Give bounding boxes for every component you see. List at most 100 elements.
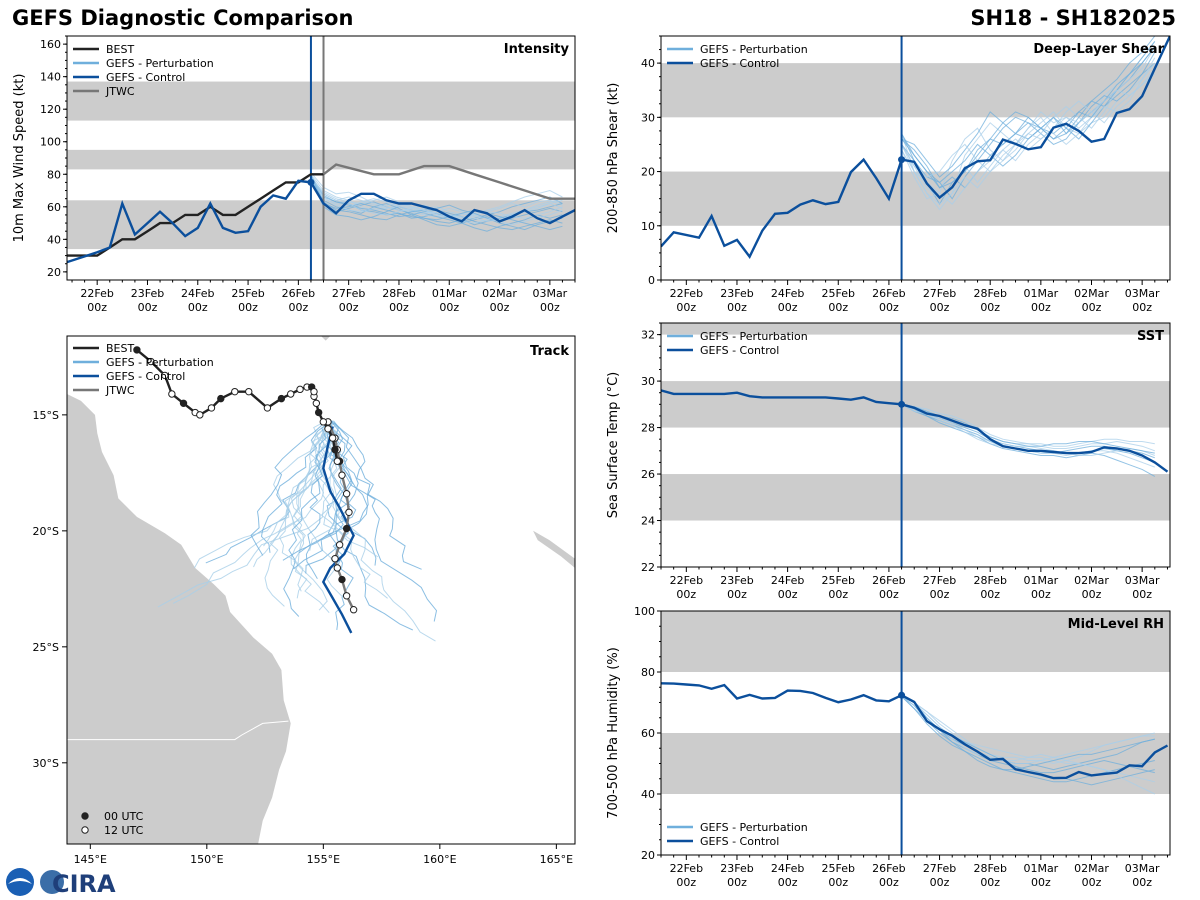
intensity-ytick-label: 140 — [40, 71, 61, 84]
sst-perturbation-line — [901, 403, 1155, 447]
rh-xtick-date: 24Feb — [771, 862, 804, 875]
new-caledonia-landmass — [533, 530, 575, 568]
sst-xtick-date: 02Mar — [1074, 574, 1109, 587]
track-best-point — [133, 346, 141, 354]
track-best-point — [147, 357, 155, 366]
track-best-point — [287, 390, 295, 398]
track-legend-label: BEST — [106, 342, 134, 355]
sst-xtick-hour: 00z — [1031, 588, 1051, 601]
intensity-xtick-date: 22Feb — [80, 287, 113, 300]
rh-xtick-date: 03Mar — [1125, 862, 1160, 875]
track-jtwc-point — [331, 554, 339, 563]
sst-xtick-hour: 00z — [778, 588, 798, 601]
sst-init-point — [898, 400, 906, 408]
state-border — [67, 720, 289, 741]
rh-xtick-hour: 00z — [1031, 876, 1051, 889]
intensity-perturbation-line — [310, 177, 563, 232]
track-lat-label: 15°S — [33, 409, 59, 422]
track-best-point — [217, 394, 225, 403]
intensity-perturbation-line — [310, 180, 563, 227]
track-best-point — [263, 404, 272, 412]
storm-id: SH18 - SH182025 — [970, 6, 1176, 30]
rh-legend-label: GEFS - Control — [700, 835, 779, 848]
sst-xtick-hour: 00z — [676, 588, 696, 601]
sst-panel: 22242628303222Feb00z23Feb00z24Feb00z25Fe… — [606, 322, 1171, 601]
shear-xtick-hour: 00z — [879, 301, 899, 314]
track-jtwc-point — [342, 524, 351, 533]
track-axes-frame — [66, 335, 576, 845]
rh-ytick-label: 80 — [641, 666, 655, 679]
track-lon-label: 150°E — [190, 853, 223, 866]
intensity-init-point — [307, 178, 315, 186]
intensity-perturbation-line — [310, 174, 563, 231]
sst-ytick-label: 26 — [641, 468, 655, 481]
shear-xtick-date: 24Feb — [771, 287, 804, 300]
shear-panel-title: Deep-Layer Shear — [1033, 42, 1164, 57]
intensity-band — [67, 149, 575, 170]
track-perturbation-line — [328, 420, 414, 631]
intensity-jtwc-line — [322, 163, 575, 200]
rh-xtick-hour: 00z — [727, 876, 747, 889]
intensity-xtick-date: 25Feb — [231, 287, 264, 300]
png-landmass — [321, 336, 331, 341]
intensity-xtick-hour: 00z — [540, 301, 560, 314]
shear-xtick-hour: 00z — [778, 301, 798, 314]
shear-perturbation-line — [901, 62, 1156, 205]
track-best-point — [331, 445, 339, 454]
rh-perturbation-line — [901, 696, 1155, 783]
sst-perturbation-line — [901, 403, 1156, 477]
track-jtwc-point — [342, 490, 351, 498]
track-control-line — [321, 426, 355, 634]
sst-band — [661, 381, 1170, 428]
intensity-ytick-label: 120 — [40, 103, 61, 116]
shear-ytick-label: 0 — [648, 274, 655, 287]
intensity-legend-label: BEST — [106, 43, 134, 56]
track-perturbation-line — [330, 420, 438, 622]
track-perturbation-line — [157, 420, 333, 608]
track-jtwc-point — [338, 575, 346, 584]
cira-logo: CIRA — [4, 866, 116, 898]
australia-landmass — [67, 394, 291, 844]
intensity-xtick-date: 02Mar — [482, 287, 517, 300]
noaa-logo-icon — [6, 868, 34, 896]
sst-panel-title: SST — [1137, 329, 1164, 344]
sst-ytick-label: 28 — [641, 422, 655, 435]
rh-xtick-hour: 00z — [676, 876, 696, 889]
track-perturbation-line — [260, 420, 332, 553]
track-lon-label: 165°E — [540, 853, 573, 866]
intensity-ytick-label: 60 — [47, 201, 61, 214]
sst-xtick-hour: 00z — [828, 588, 848, 601]
track-best-point — [319, 418, 328, 426]
track-perturbation-line — [194, 426, 331, 569]
shear-init-point — [898, 156, 906, 164]
track-panel-title: Track — [530, 344, 569, 359]
sst-xtick-date: 26Feb — [872, 574, 905, 587]
shear-ytick-label: 40 — [641, 57, 655, 70]
shear-band — [661, 171, 1170, 226]
sst-ytick-label: 30 — [641, 375, 655, 388]
shear-xtick-date: 25Feb — [822, 287, 855, 300]
shear-xtick-hour: 00z — [980, 301, 1000, 314]
shear-perturbation-line — [901, 46, 1156, 183]
rh-xtick-date: 23Feb — [720, 862, 753, 875]
intensity-xtick-hour: 00z — [87, 301, 107, 314]
shear-xtick-hour: 00z — [1082, 301, 1102, 314]
sst-xtick-hour: 00z — [1132, 588, 1152, 601]
rh-xtick-date: 02Mar — [1074, 862, 1109, 875]
shear-xtick-date: 26Feb — [872, 287, 905, 300]
noaa-bird-icon — [8, 878, 32, 884]
rh-perturbation-line — [901, 695, 1155, 771]
intensity-ytick-label: 40 — [47, 233, 61, 246]
sst-ylabel: Sea Surface Temp (°C) — [606, 372, 621, 519]
rh-ytick-label: 60 — [641, 727, 655, 740]
intensity-best-line — [67, 173, 324, 257]
track-best-point — [277, 394, 286, 403]
shear-xtick-hour: 00z — [1031, 301, 1051, 314]
track-perturbation-line — [298, 420, 359, 554]
intensity-xtick-hour: 00z — [288, 301, 308, 314]
track-lat-label: 25°S — [33, 641, 59, 654]
rh-ytick-label: 100 — [634, 605, 655, 618]
rh-xtick-hour: 00z — [778, 876, 798, 889]
intensity-ylabel: 10m Max Wind Speed (kt) — [12, 74, 27, 243]
track-jtwc-point — [342, 592, 351, 600]
